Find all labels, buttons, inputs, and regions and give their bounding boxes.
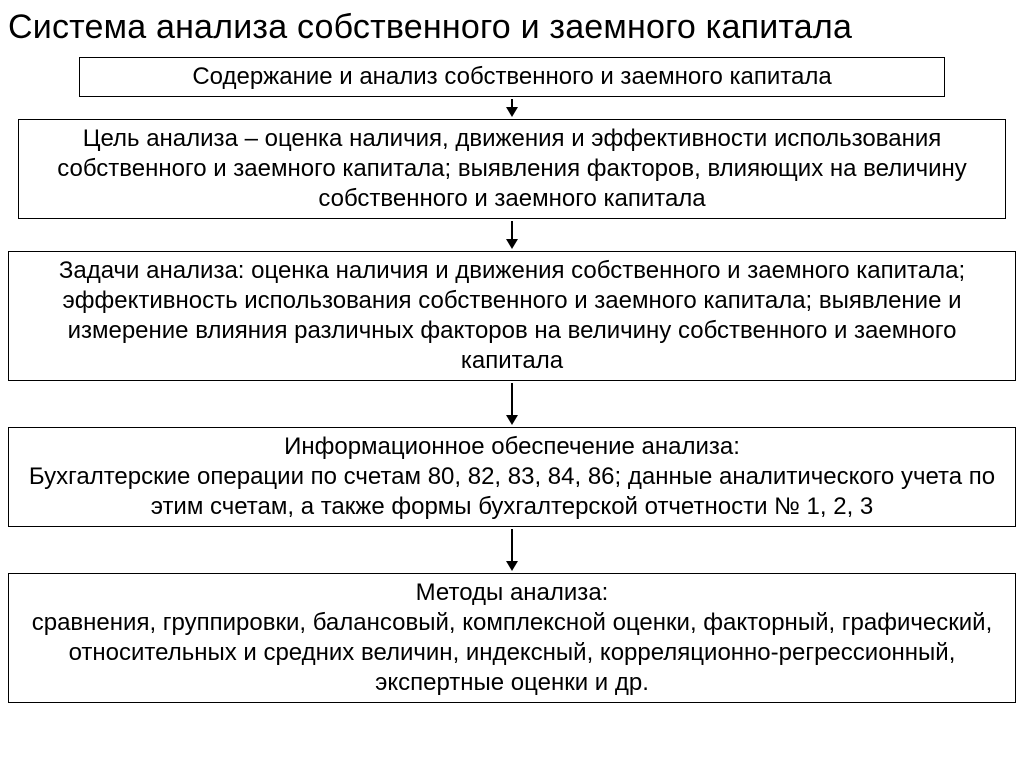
node-info: Информационное обеспечение анализа: Бухг… [8, 427, 1016, 527]
node-info-line2: Бухгалтерские операции по счетам 80, 82,… [17, 462, 1007, 522]
arrow-icon [506, 221, 518, 249]
node-methods-line2: сравнения, группировки, балансовый, комп… [17, 608, 1007, 698]
arrow-icon [506, 383, 518, 425]
node-methods-line1: Методы анализа: [17, 578, 1007, 608]
arrow-icon [506, 99, 518, 117]
node-goal: Цель анализа – оценка наличия, движения … [18, 119, 1006, 219]
page-title: Система анализа собственного и заемного … [8, 8, 1016, 47]
flowchart: Содержание и анализ собственного и заемн… [8, 57, 1016, 703]
node-info-line1: Информационное обеспечение анализа: [17, 432, 1007, 462]
node-methods: Методы анализа: сравнения, группировки, … [8, 573, 1016, 703]
node-tasks: Задачи анализа: оценка наличия и движени… [8, 251, 1016, 381]
node-content: Содержание и анализ собственного и заемн… [79, 57, 946, 97]
arrow-icon [506, 529, 518, 571]
